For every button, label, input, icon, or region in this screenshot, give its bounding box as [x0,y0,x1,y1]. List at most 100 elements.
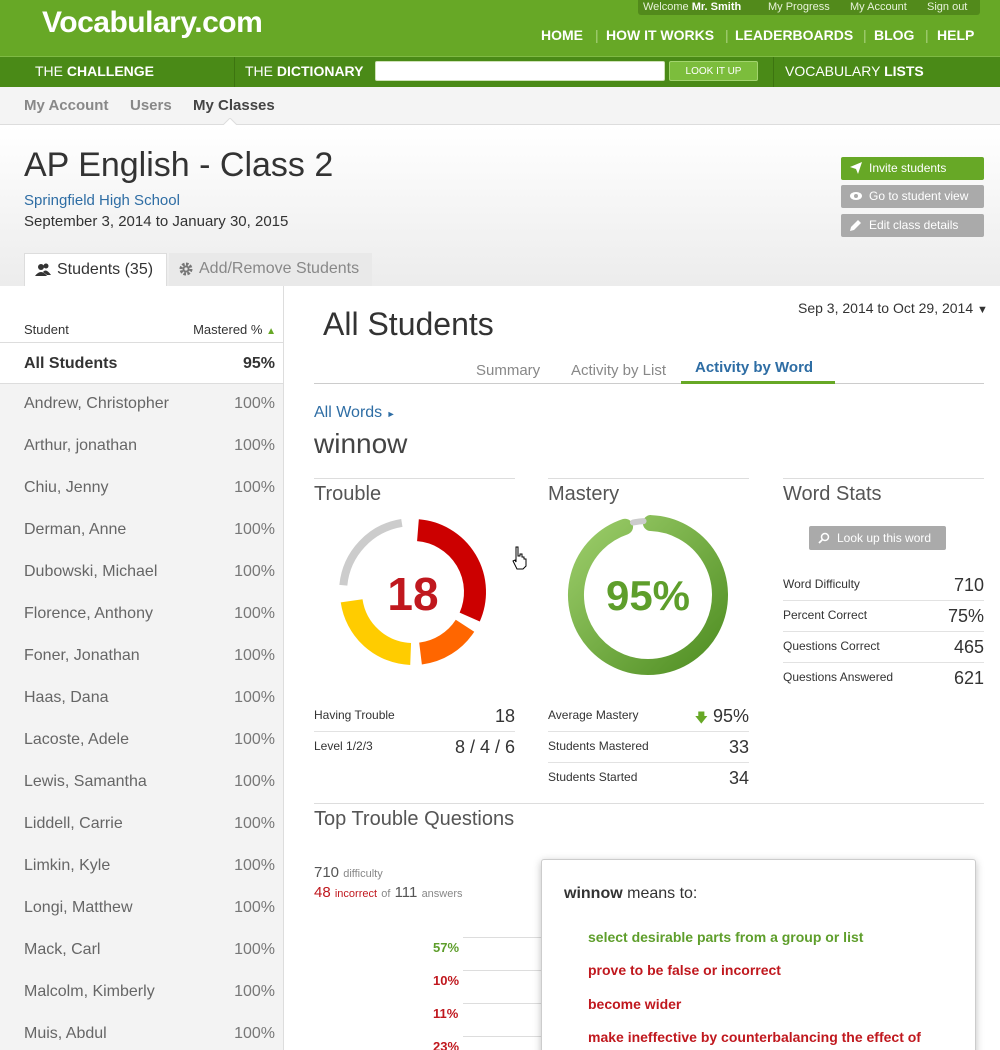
question-difficulty: 710 difficulty [314,864,383,881]
student-row[interactable]: Foner, Jonathan 100% [0,636,283,678]
mouse-pointer-icon [512,546,527,570]
student-row[interactable]: Longi, Matthew 100% [0,888,283,930]
student-name: Haas, Dana [24,689,109,706]
student-row[interactable]: Lewis, Samantha 100% [0,762,283,804]
student-row[interactable]: Lacoste, Adele 100% [0,720,283,762]
nav-separator: | [863,27,867,43]
account-subnav: My Account Users My Classes [0,87,1000,126]
dictionary-link[interactable]: THE DICTIONARY [245,63,364,79]
paper-plane-icon [850,157,862,182]
school-link[interactable]: Springfield High School [24,192,180,209]
answer-connector [463,1003,559,1004]
secondary-bar: THE CHALLENGE THE DICTIONARY LOOK IT UP … [0,56,1000,87]
date-range-select[interactable]: Sep 3, 2014 to Oct 29, 2014 ▼ [798,300,988,316]
answer-option: make ineffective by counterbalancing the… [588,1029,921,1045]
welcome-text: Welcome Mr. Smith [643,1,742,13]
answer-percent: 10% [433,973,460,988]
student-name: Dubowski, Michael [24,563,158,580]
dictionary-search-input[interactable] [375,61,665,81]
nav-help[interactable]: HELP [937,27,975,43]
stat-having-trouble: Having Trouble 18 [314,701,515,732]
my-progress-link[interactable]: My Progress [768,1,830,13]
column-student[interactable]: Student [24,322,69,337]
student-row[interactable]: Liddell, Carrie 100% [0,804,283,846]
tab-students[interactable]: Students (35) [24,253,167,286]
column-mastered[interactable]: Mastered % ▲ [193,322,276,337]
sign-out-link[interactable]: Sign out [927,1,968,13]
invite-students-button[interactable]: Invite students [841,157,984,180]
student-row[interactable]: Muis, Abdul 100% [0,1014,283,1050]
trouble-heading: Trouble [314,478,515,508]
all-words-link[interactable]: All Words ► [314,404,396,421]
student-name: Florence, Anthony [24,605,153,622]
trouble-level-2-arc [418,619,475,665]
student-row[interactable]: Florence, Anthony 100% [0,594,283,636]
student-row[interactable]: Andrew, Christopher 100% [0,384,283,426]
subnav-my-account[interactable]: My Account [24,97,109,114]
bar-divider [773,57,774,87]
my-account-link[interactable]: My Account [850,1,907,13]
student-mastered: 100% [234,731,275,748]
nav-separator: | [725,27,729,43]
student-mastered: 100% [234,395,275,412]
caret-right-icon: ► [386,409,396,419]
answer-option: become wider [588,996,682,1012]
question-results: 48 incorrect of 111 answers [314,884,463,901]
student-row[interactable]: Derman, Anne 100% [0,510,283,552]
subnav-users[interactable]: Users [130,97,172,114]
answer-connector [463,970,559,971]
arrow-down-icon: 🡇 [694,710,708,725]
subnav-my-classes[interactable]: My Classes [193,97,275,114]
tab-summary[interactable]: Summary [476,362,541,379]
answer-option-correct: select desirable parts from a group or l… [588,929,864,945]
trouble-remainder-arc [339,518,403,586]
look-up-word-button[interactable]: Look up this word [809,526,946,550]
main-title: All Students [323,306,494,342]
student-mastered: 100% [234,857,275,874]
nav-home[interactable]: HOME [541,27,583,43]
edit-class-button[interactable]: Edit class details [841,214,984,237]
challenge-link[interactable]: THE CHALLENGE [35,63,155,79]
mastery-donut-chart [568,515,728,675]
student-name: Andrew, Christopher [24,395,169,412]
student-view-button[interactable]: Go to student view [841,185,984,208]
student-row[interactable]: Haas, Dana 100% [0,678,283,720]
active-tab-underline [681,381,835,384]
mastery-arc [568,515,728,675]
all-students-row[interactable]: All Students 95% [0,342,283,384]
tab-activity-by-list[interactable]: Activity by List [571,362,667,379]
users-icon [35,254,51,289]
nav-blog[interactable]: BLOG [874,27,915,43]
student-name: Muis, Abdul [24,1025,107,1042]
look-it-up-button[interactable]: LOOK IT UP [669,61,758,81]
student-mastered: 100% [234,563,275,580]
nav-separator: | [595,27,599,43]
student-name: Liddell, Carrie [24,815,123,832]
stat-students-mastered: Students Mastered 33 [548,732,749,763]
student-name: Chiu, Jenny [24,479,109,496]
answer-percent: 23% [433,1039,460,1050]
student-mastered: 100% [234,983,275,1000]
tab-activity-by-word[interactable]: Activity by Word [695,359,814,376]
word-stats-heading: Word Stats [783,478,984,508]
student-mastered: 100% [234,521,275,538]
stat-average-mastery: Average Mastery 🡇 95% [548,701,749,732]
student-name: Longi, Matthew [24,899,133,916]
trouble-level-3-arc [340,598,412,665]
nav-how-it-works[interactable]: HOW IT WORKS [606,27,715,43]
all-students-label: All Students [24,355,118,372]
student-row[interactable]: Mack, Carl 100% [0,930,283,972]
divider [314,803,984,804]
vocabulary-lists-link[interactable]: VOCABULARY LISTS [785,63,924,79]
student-row[interactable]: Malcolm, Kimberly 100% [0,972,283,1014]
student-mastered: 100% [234,899,275,916]
student-name: Derman, Anne [24,521,127,538]
site-logo[interactable]: Vocabulary.com [42,6,263,39]
nav-leaderboards[interactable]: LEADERBOARDS [735,27,854,43]
student-row[interactable]: Dubowski, Michael 100% [0,552,283,594]
student-row[interactable]: Arthur, jonathan 100% [0,426,283,468]
student-row[interactable]: Chiu, Jenny 100% [0,468,283,510]
student-row[interactable]: Limkin, Kyle 100% [0,846,283,888]
tab-add-remove-students[interactable]: Add/Remove Students [169,253,372,286]
stat-levels: Level 1/2/3 8 / 4 / 6 [314,737,515,757]
